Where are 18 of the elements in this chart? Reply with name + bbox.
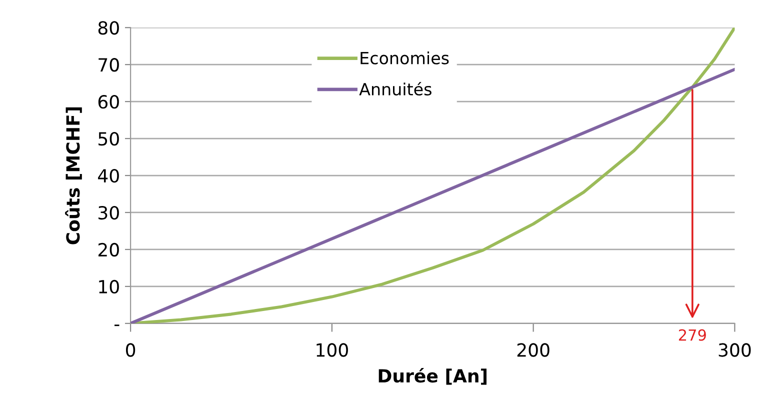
y-tick-label: 40	[98, 168, 119, 183]
x-tick-label: 0	[126, 343, 136, 357]
y-axis-title: Coûts [MCHF]	[65, 107, 82, 244]
y-tick-label: 10	[99, 280, 119, 294]
y-tick-label: 30	[98, 206, 119, 220]
x-tick-label: 300	[718, 343, 751, 357]
y-tick-label: 50	[98, 132, 119, 146]
x-tick-label: 200	[517, 343, 550, 357]
y-tick-label: -	[114, 324, 120, 326]
y-tick-label: 70	[98, 58, 119, 72]
annotation: 279	[678, 329, 706, 341]
x-axis-title: Durée [An]	[378, 368, 487, 385]
legend-label: Economies	[360, 51, 449, 64]
y-tick-label: 60	[98, 95, 119, 109]
legend-label: Annuités	[359, 82, 432, 96]
y-tick-label: 80	[98, 21, 119, 35]
y-tick-label: 20	[98, 242, 119, 257]
x-tick-label: 100	[316, 343, 348, 357]
